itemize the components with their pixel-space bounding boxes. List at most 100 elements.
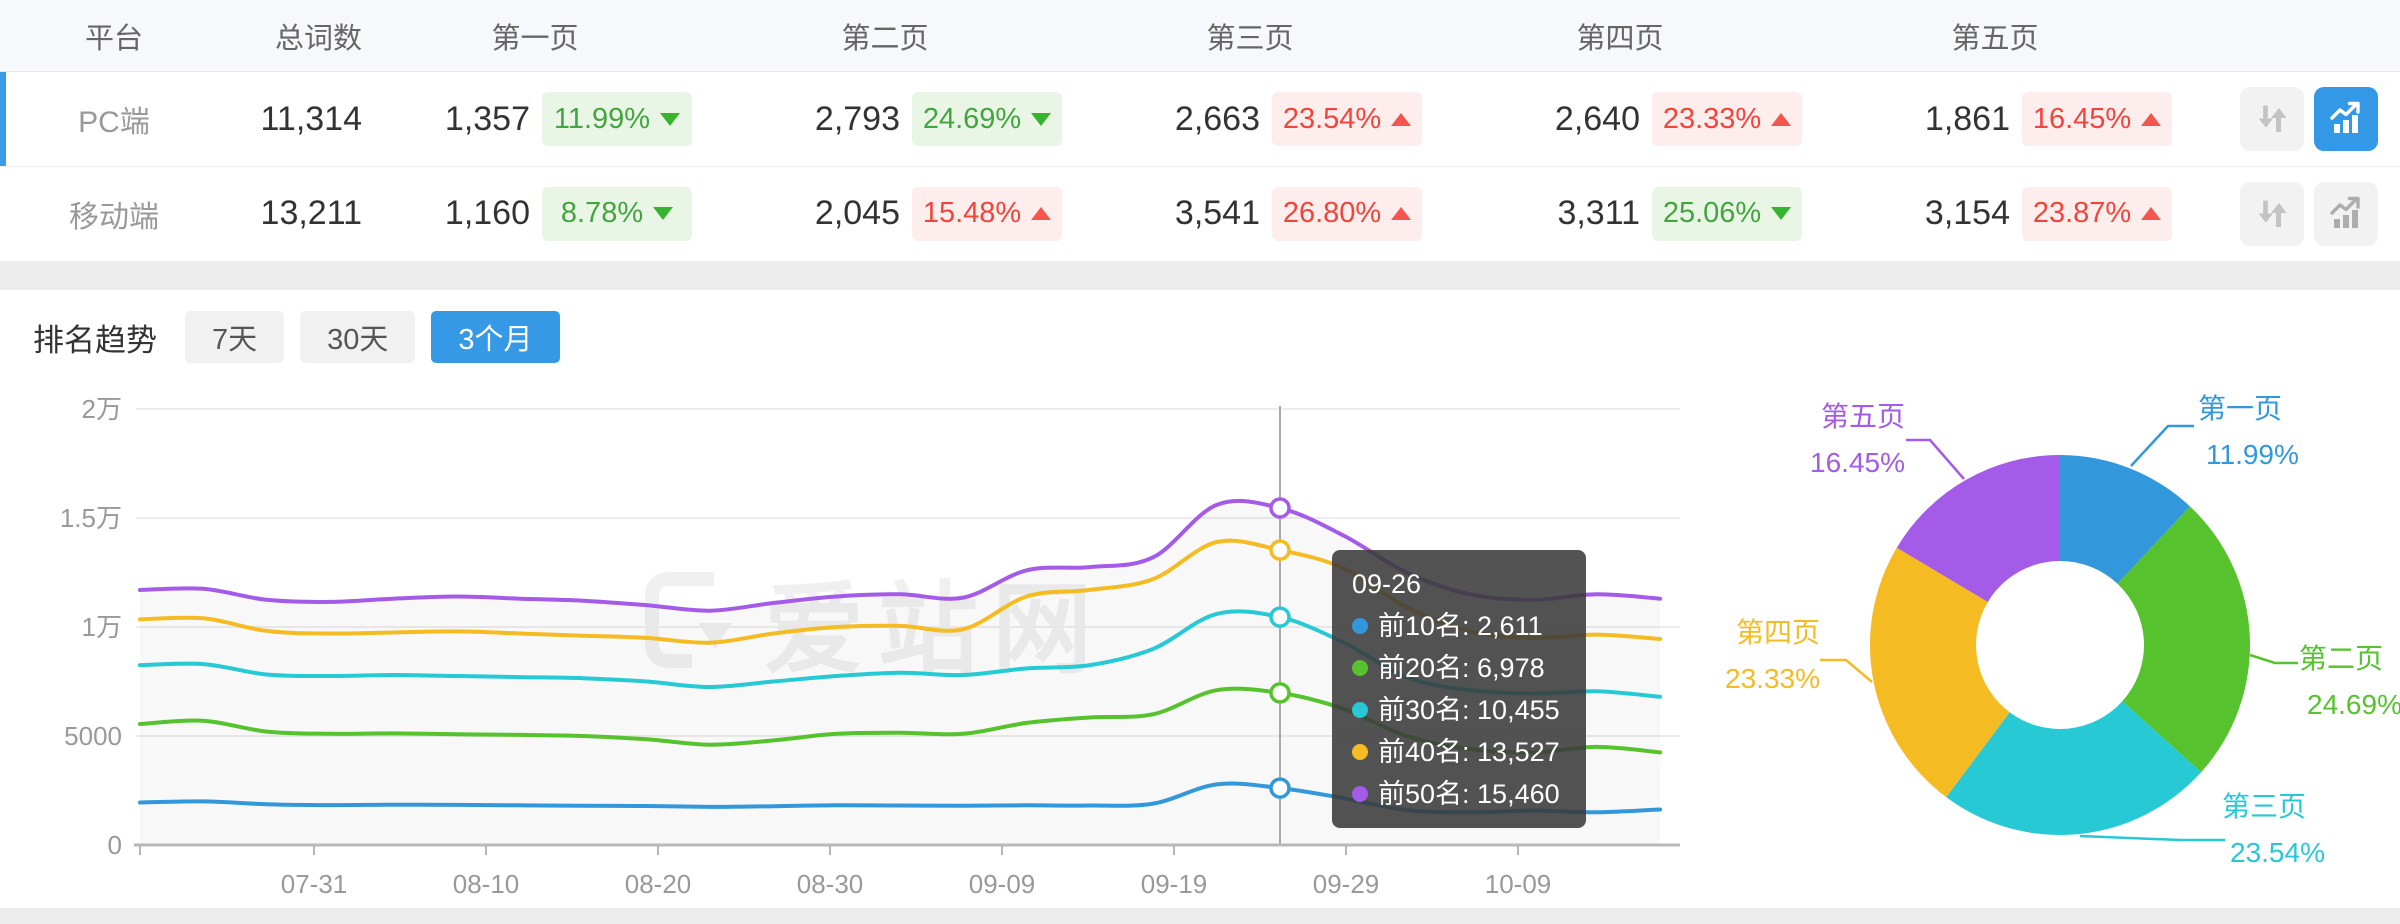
ranking-summary-table: 平台 总词数 第一页 第二页 第三页 第四页 第五页 PC端 11,314 1,357 11.99… bbox=[0, 0, 2400, 261]
page-count: 2,640 bbox=[1554, 99, 1640, 138]
arrow-down-icon bbox=[1031, 112, 1052, 126]
platform-cell: PC端 bbox=[78, 106, 150, 139]
col-header-page3: 第三页 bbox=[1206, 22, 1294, 55]
page4-cell: 2,640 23.33% bbox=[1430, 92, 1810, 146]
tooltip-entry: 前20名: 6,978 bbox=[1378, 653, 1545, 683]
page2-cell: 2,793 24.69% bbox=[700, 92, 1070, 146]
page-count: 1,357 bbox=[444, 99, 530, 138]
change-pct: 8.78% bbox=[560, 197, 644, 229]
series-dot-icon bbox=[1352, 786, 1368, 802]
trend-chart-button[interactable] bbox=[2314, 87, 2378, 151]
tooltip-entry: 前50名: 15,460 bbox=[1378, 779, 1560, 809]
col-header-page2: 第二页 bbox=[841, 22, 929, 55]
tooltip-date: 09-26 bbox=[1352, 569, 1422, 599]
change-pct: 24.69% bbox=[922, 102, 1022, 135]
donut-slice-第三页[interactable] bbox=[1946, 701, 2202, 835]
tooltip-row: 前40名: 13,527 bbox=[1352, 731, 1566, 773]
donut-leader-line bbox=[2130, 424, 2194, 467]
range-tab-7天[interactable]: 7天 bbox=[185, 311, 285, 363]
y-axis-label: 1万 bbox=[82, 612, 122, 642]
change-badge: 24.69% bbox=[912, 92, 1062, 146]
donut-label-name: 第五页 bbox=[1820, 401, 1905, 432]
total-words-cell: 11,314 bbox=[260, 99, 362, 138]
trend-toolbar: 排名趋势 7天 30天 3个月 bbox=[33, 311, 576, 363]
arrow-up-icon bbox=[2141, 112, 2162, 126]
change-badge: 23.54% bbox=[1272, 92, 1422, 146]
trend-title: 排名趋势 bbox=[33, 322, 157, 358]
table-row[interactable]: PC端 11,314 1,357 11.99% 2,793 24.69% 2,663 23.5… bbox=[0, 72, 2400, 166]
hover-marker bbox=[1269, 539, 1291, 561]
col-header-total: 总词数 bbox=[274, 22, 362, 55]
x-axis-label: 09-19 bbox=[1141, 869, 1208, 899]
donut-slice-第一页[interactable] bbox=[2060, 455, 2190, 584]
donut-slice-第四页[interactable] bbox=[1870, 547, 2010, 798]
series-dot-icon bbox=[1352, 702, 1368, 718]
page-distribution-donut-chart[interactable] bbox=[1700, 360, 2400, 908]
tooltip-row: 前20名: 6,978 bbox=[1352, 647, 1566, 689]
change-badge: 8.78% bbox=[542, 186, 692, 241]
sort-arrows-button[interactable] bbox=[2240, 87, 2304, 151]
change-badge: 26.80% bbox=[1272, 186, 1422, 241]
arrow-up-icon bbox=[1391, 207, 1412, 220]
trend-chart-icon bbox=[2330, 196, 2360, 228]
donut-label-name: 第二页 bbox=[2299, 643, 2384, 674]
page-count: 2,793 bbox=[814, 99, 900, 138]
donut-label-第五页: 第五页 16.45% bbox=[1778, 394, 1905, 486]
x-axis-label: 09-09 bbox=[969, 869, 1036, 899]
col-header-platform: 平台 bbox=[84, 22, 143, 55]
change-pct: 23.54% bbox=[1282, 102, 1382, 135]
page3-cell: 2,663 23.54% bbox=[1070, 92, 1430, 146]
page3-cell: 3,541 26.80% bbox=[1070, 186, 1430, 241]
donut-label-name: 第四页 bbox=[1735, 617, 1820, 648]
page2-cell: 2,045 15.48% bbox=[700, 186, 1070, 241]
donut-slice-第二页[interactable] bbox=[2117, 506, 2250, 773]
change-badge: 23.87% bbox=[2022, 186, 2172, 241]
change-badge: 25.06% bbox=[1652, 186, 1802, 241]
col-header-page4: 第四页 bbox=[1576, 22, 1664, 55]
arrow-up-icon bbox=[1771, 112, 1792, 126]
range-tab-3个月[interactable]: 3个月 bbox=[431, 311, 560, 363]
donut-label-第二页: 第二页 24.69% bbox=[2299, 636, 2400, 728]
change-pct: 26.80% bbox=[1282, 197, 1382, 229]
col-header-page1: 第一页 bbox=[491, 22, 579, 55]
series-dot-icon bbox=[1352, 618, 1368, 634]
change-pct: 25.06% bbox=[1662, 197, 1762, 229]
tooltip-row: 前50名: 15,460 bbox=[1352, 773, 1566, 815]
donut-slice-第五页[interactable] bbox=[1896, 455, 2060, 603]
change-badge: 11.99% bbox=[542, 92, 692, 146]
donut-label-第一页: 第一页 11.99% bbox=[2198, 386, 2299, 478]
change-pct: 23.33% bbox=[1662, 102, 1762, 135]
sort-arrows-button[interactable] bbox=[2240, 181, 2304, 246]
donut-label-name: 第三页 bbox=[2222, 791, 2307, 822]
tooltip-entry: 前10名: 2,611 bbox=[1378, 611, 1543, 641]
donut-label-第四页: 第四页 23.33% bbox=[1700, 610, 1820, 702]
tooltip-row: 前10名: 2,611 bbox=[1352, 605, 1566, 647]
donut-label-pct: 23.54% bbox=[2230, 837, 2325, 868]
donut-leader-line bbox=[1820, 658, 1873, 683]
tooltip-entry: 前40名: 13,527 bbox=[1378, 737, 1560, 767]
x-axis-label: 08-20 bbox=[625, 869, 692, 899]
page1-cell: 1,160 8.78% bbox=[370, 186, 700, 241]
series-dot-icon bbox=[1352, 660, 1368, 676]
series-dot-icon bbox=[1352, 744, 1368, 760]
platform-cell: 移动端 bbox=[69, 200, 159, 234]
change-badge: 16.45% bbox=[2022, 92, 2172, 146]
donut-label-pct: 23.33% bbox=[1725, 663, 1820, 694]
donut-leader-line bbox=[2079, 834, 2225, 842]
page-count: 3,541 bbox=[1174, 194, 1260, 232]
change-badge: 23.33% bbox=[1652, 92, 1802, 146]
table-header-row: 平台 总词数 第一页 第二页 第三页 第四页 第五页 bbox=[0, 0, 2400, 72]
tooltip-entry: 前30名: 10,455 bbox=[1378, 695, 1560, 725]
change-pct: 23.87% bbox=[2032, 197, 2132, 229]
page-count: 1,861 bbox=[1924, 99, 2010, 138]
trend-chart-button[interactable] bbox=[2314, 181, 2378, 246]
table-row[interactable]: 移动端 13,211 1,160 8.78% 2,045 15.48% 3,541 26.80… bbox=[0, 166, 2400, 260]
change-pct: 15.48% bbox=[922, 197, 1022, 229]
page1-cell: 1,357 11.99% bbox=[370, 92, 700, 146]
page5-cell: 3,154 23.87% bbox=[1810, 186, 2180, 241]
chart-tooltip: 09-26 前10名: 2,611 前20名: 6,978 前30名: 10,455… bbox=[1332, 550, 1586, 828]
arrow-down-icon bbox=[1771, 207, 1792, 220]
donut-leader-line bbox=[1906, 438, 1965, 480]
range-tab-30天[interactable]: 30天 bbox=[300, 311, 416, 363]
arrow-up-icon bbox=[1391, 112, 1412, 126]
